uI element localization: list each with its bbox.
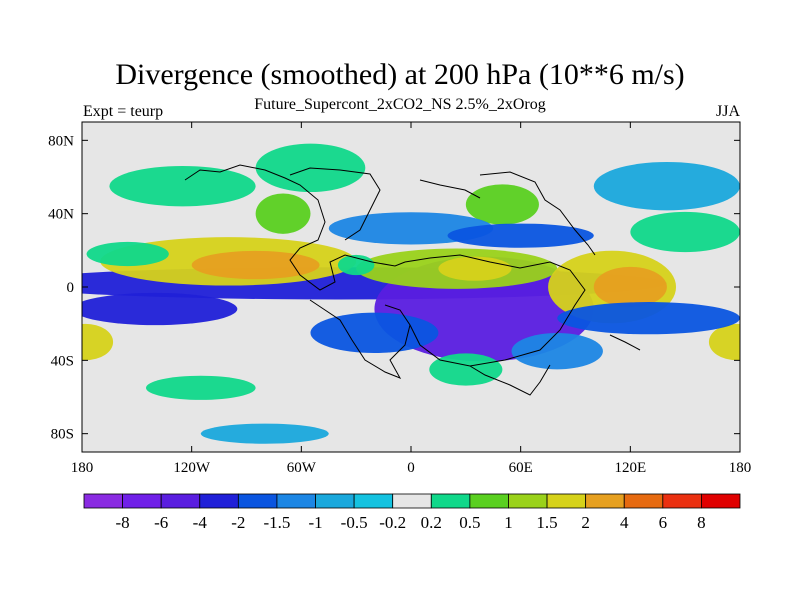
contour-region-10 (82, 323, 114, 361)
contour-region-9 (593, 266, 667, 308)
contour-region-23 (200, 423, 329, 444)
colorbar-label: -1 (308, 513, 322, 532)
colorbar-label: -8 (116, 513, 130, 532)
colorbar-label: 0.2 (421, 513, 442, 532)
colorbar-swatch (430, 493, 471, 509)
y-tick-label: 40S (51, 353, 74, 369)
colorbar-label: -6 (154, 513, 168, 532)
colorbar-label: 1 (504, 513, 513, 532)
contour-region-22 (145, 375, 256, 400)
colorbar-label: -0.2 (379, 513, 406, 532)
x-tick-label: 60E (509, 460, 533, 476)
colorbar-label: 6 (659, 513, 668, 532)
contour-region-4 (191, 250, 320, 280)
contour-region-20 (447, 223, 594, 248)
x-tick-label: 180 (71, 460, 94, 476)
contour-region-17 (255, 193, 311, 234)
colorbar-swatch (276, 493, 316, 509)
axes: 180 120W 60W 0 60E 120E 180 80N 40N 0 40S 80S (48, 122, 751, 476)
contour-region-25 (630, 211, 740, 253)
x-tick-label: 180 (729, 460, 752, 476)
contour-region-12 (82, 292, 238, 326)
colorbar-label: 8 (697, 513, 706, 532)
x-tick-label: 120E (614, 460, 646, 476)
colorbar-label: 4 (620, 513, 629, 532)
colorbar-swatch (392, 493, 432, 509)
colorbar-swatch (662, 493, 702, 509)
x-tick-label: 60W (287, 460, 317, 476)
colorbar-swatch (237, 493, 278, 509)
y-tick-label: 40N (48, 207, 74, 223)
colorbar-swatch (83, 493, 123, 509)
colorbar-swatch (546, 493, 587, 509)
contour-region-11 (708, 323, 740, 361)
contour-region-15 (109, 166, 256, 207)
colorbar-swatch (508, 493, 548, 509)
colorbar-swatch (469, 493, 509, 509)
colorbar-label: 0.5 (459, 513, 480, 532)
contour-region-7 (438, 256, 512, 281)
colorbar-swatch (315, 493, 355, 509)
chart-subtitle: Future_Supercont_2xCO2_NS 2.5%_2xOrog (254, 96, 546, 113)
contour-region-5 (86, 241, 169, 267)
contour-region-2 (310, 312, 439, 354)
colorbar-swatch (353, 493, 394, 509)
chart-title: Divergence (smoothed) at 200 hPa (10**6 … (115, 58, 685, 91)
contour-region-13 (557, 302, 740, 335)
y-tick-label: 80N (48, 133, 74, 149)
colorbar: -8 -6 -4 -2 -1.5 -1 -0.5 -0.2 0.2 0.5 1 1.5 2 4 6 8 (83, 493, 741, 532)
colorbar-label: -0.5 (341, 513, 368, 532)
contour-region-21 (593, 161, 740, 211)
colorbar-swatch (701, 493, 741, 509)
colorbar-label: -4 (193, 513, 208, 532)
contour-field (82, 122, 740, 452)
y-tick-label: 0 (67, 280, 75, 296)
contour-region-18 (465, 184, 539, 225)
season-label: JJA (715, 103, 740, 120)
experiment-label: Expt = teurp (83, 103, 164, 120)
contour-region-24 (511, 333, 603, 370)
colorbar-label: 1.5 (536, 513, 557, 532)
continent-outlines (184, 164, 641, 396)
contour-region-14 (429, 353, 503, 386)
colorbar-swatch (122, 493, 162, 509)
x-tick-label: 0 (407, 460, 415, 476)
colorbar-label: -1.5 (263, 513, 290, 532)
colorbar-swatch (623, 493, 664, 509)
y-tick-label: 80S (51, 427, 74, 443)
colorbar-swatch (160, 493, 201, 509)
colorbar-swatch (585, 493, 625, 509)
x-tick-label: 120W (173, 460, 211, 476)
colorbar-label: -2 (231, 513, 245, 532)
colorbar-label: 2 (581, 513, 590, 532)
colorbar-swatch (199, 493, 239, 509)
